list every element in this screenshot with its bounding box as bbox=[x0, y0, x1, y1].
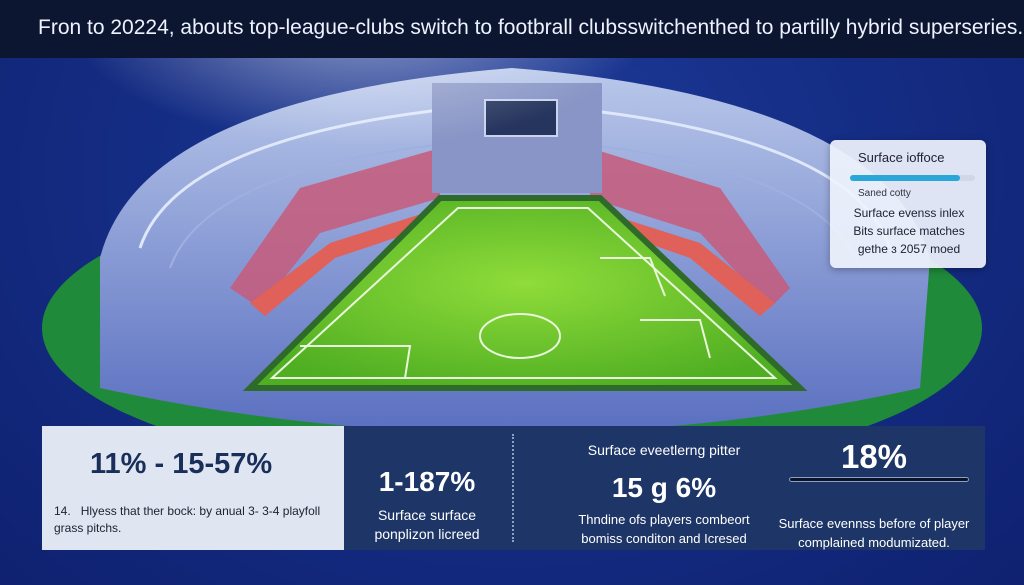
stadium-illustration bbox=[0, 58, 1024, 478]
stats-strip: 11% - 15-57% 14. Hlyess that ther bock: b… bbox=[42, 426, 985, 550]
callout-progress-fill bbox=[850, 175, 960, 181]
callout-bar-label: Saned cotty bbox=[858, 188, 911, 199]
stat-a-number: 14. bbox=[54, 504, 71, 518]
stat-panel-a: 11% - 15-57% 14. Hlyess that ther bock: b… bbox=[42, 426, 344, 550]
floodlight-glow bbox=[60, 58, 660, 258]
stat-d-line-2: complained modumizated. bbox=[798, 535, 950, 550]
header-bar: Fron to 20224, abouts top-league-clubs s… bbox=[0, 0, 1024, 58]
stadium-svg bbox=[42, 58, 982, 478]
stat-panel-c: Surface eveetlerng pitter 15 g 6% Thndin… bbox=[544, 442, 784, 548]
stats-divider bbox=[512, 434, 514, 542]
goal-area-right bbox=[640, 319, 711, 359]
right-seating bbox=[590, 148, 790, 308]
stat-c-line-1: Thndine ofs players combeort bbox=[578, 512, 750, 527]
stat-a-text: Hlyess that ther bock: by anual 3- 3-4 p… bbox=[54, 504, 321, 535]
callout-line-2: Bits surface matches bbox=[853, 224, 965, 238]
surface-callout-card: Surface ioffoce Saned cotty Surface even… bbox=[830, 140, 986, 268]
stat-d-bar bbox=[789, 477, 969, 482]
stat-panel-d: 18% Surface evennss before of player com… bbox=[769, 438, 979, 552]
callout-line-3: gethe ɜ 2057 moed bbox=[857, 242, 961, 256]
stat-a-description: 14. Hlyess that ther bock: by anual 3- 3-… bbox=[54, 503, 340, 537]
stat-c-value: 15 g 6% bbox=[611, 472, 717, 503]
stat-c-heading: Surface eveetlerng pitter bbox=[587, 442, 741, 458]
callout-progress-track bbox=[850, 175, 975, 181]
stat-b-line-1: Surface surface bbox=[377, 507, 477, 523]
penalty-box-left bbox=[300, 345, 412, 379]
stat-panel-b: 1-187% Surface surface ponplizon licreed bbox=[362, 466, 492, 544]
center-circle bbox=[479, 313, 561, 359]
stat-b-value: 1-187% bbox=[378, 466, 476, 497]
pitch bbox=[250, 198, 800, 388]
penalty-box-right bbox=[600, 257, 666, 297]
callout-title: Surface ioffoce bbox=[858, 150, 945, 165]
stat-b-line-2: ponplizon licreed bbox=[374, 526, 480, 542]
callout-line-1: Surface evenss inlex bbox=[853, 206, 965, 220]
stat-d-line-1: Surface evennss before of player bbox=[778, 516, 970, 531]
stat-c-line-2: bomiss conditon and Icresed bbox=[581, 531, 747, 546]
page-title: Fron to 20224, abouts top-league-clubs s… bbox=[38, 16, 1024, 39]
stat-d-value: 18% bbox=[840, 438, 908, 475]
stat-a-value: 11% - 15-57% bbox=[90, 448, 273, 480]
stats-panel-dark: 1-187% Surface surface ponplizon licreed… bbox=[344, 426, 985, 550]
